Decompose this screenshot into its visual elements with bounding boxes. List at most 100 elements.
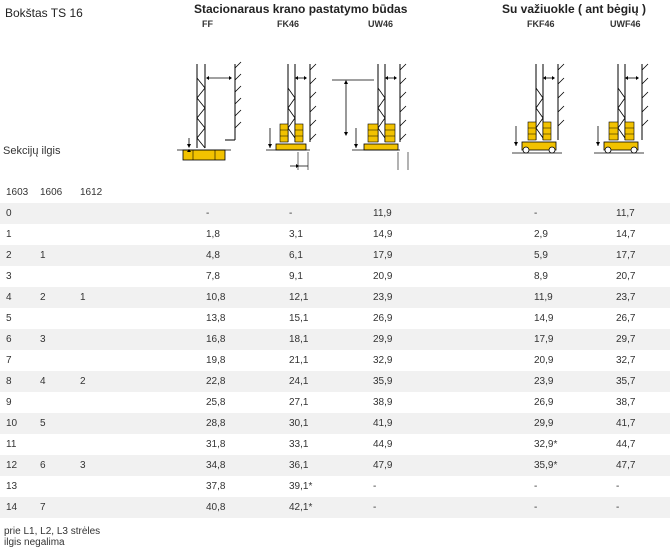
cell-1606: 7 <box>40 502 46 513</box>
cell-1612: 1 <box>80 292 86 303</box>
diagram-fkf46 <box>512 63 565 154</box>
cell-fk46: 36,1 <box>289 460 309 471</box>
cell-fkf46: - <box>534 481 538 492</box>
cell-ff: 4,8 <box>206 250 220 261</box>
cell-uwf46: - <box>616 502 620 513</box>
cell-fkf46: 11,9 <box>534 292 553 303</box>
cell-fkf46: 14,9 <box>534 313 554 324</box>
cell-fk46: 27,1 <box>289 397 309 408</box>
cell-1603: 7 <box>6 355 12 366</box>
cell-ff: 40,8 <box>206 502 226 513</box>
cell-uw46: 26,9 <box>373 313 393 324</box>
cell-fkf46: 8,9 <box>534 271 548 282</box>
diagram-uw46 <box>332 63 409 170</box>
page-title: Bokštas TS 16 <box>5 6 83 20</box>
cell-uwf46: 11,7 <box>616 208 635 219</box>
cell-ff: - <box>206 208 210 219</box>
cell-uwf46: - <box>616 481 620 492</box>
cell-1603: 10 <box>6 418 18 429</box>
cell-ff: 34,8 <box>206 460 226 471</box>
cell-ff: 7,8 <box>206 271 220 282</box>
cell-1603: 9 <box>6 397 12 408</box>
table-row: 7 19,8 21,1 32,9 20,9 32,7 <box>0 350 670 371</box>
diagram-fk46 <box>266 63 317 170</box>
section-label: Sekcijų ilgis <box>3 145 61 157</box>
cell-fk46: 12,1 <box>289 292 309 303</box>
cell-fk46: - <box>289 208 293 219</box>
table-row: 3 7,8 9,1 20,9 8,9 20,7 <box>0 266 670 287</box>
cell-1603: 5 <box>6 313 12 324</box>
table-row: 2 1 4,8 6,1 17,9 5,9 17,7 <box>0 245 670 266</box>
diagram-uwf46 <box>594 63 649 154</box>
cell-fkf46: 17,9 <box>534 334 554 345</box>
cell-fk46: 18,1 <box>289 334 309 345</box>
cell-fk46: 42,1* <box>289 502 313 513</box>
cell-fk46: 3,1 <box>289 229 303 240</box>
cell-1606: 2 <box>40 292 46 303</box>
cell-ff: 22,8 <box>206 376 226 387</box>
cell-fkf46: 5,9 <box>534 250 548 261</box>
sub-header-uwf46: UWF46 <box>610 19 641 29</box>
cell-ff: 16,8 <box>206 334 226 345</box>
cell-ff: 1,8 <box>206 229 220 240</box>
cell-fk46: 6,1 <box>289 250 303 261</box>
cell-1612: 2 <box>80 376 86 387</box>
table-row: 12 6 3 34,8 36,1 47,9 35,9* 47,7 <box>0 455 670 476</box>
section-col-1612: 1612 <box>80 187 103 198</box>
cell-fk46: 24,1 <box>289 376 309 387</box>
table-row: 6 3 16,8 18,1 29,9 17,9 29,7 <box>0 329 670 350</box>
cell-uw46: 47,9 <box>373 460 393 471</box>
cell-1603: 11 <box>6 439 17 450</box>
cell-uwf46: 41,7 <box>616 418 636 429</box>
table-row: 8 4 2 22,8 24,1 35,9 23,9 35,7 <box>0 371 670 392</box>
cell-ff: 13,8 <box>206 313 226 324</box>
cell-1606: 3 <box>40 334 46 345</box>
cell-1606: 1 <box>40 250 46 261</box>
cell-fkf46: 32,9* <box>534 439 558 450</box>
cell-1603: 8 <box>6 376 12 387</box>
cell-uwf46: 32,7 <box>616 355 636 366</box>
table-row: 9 25,8 27,1 38,9 26,9 38,7 <box>0 392 670 413</box>
cell-fk46: 30,1 <box>289 418 309 429</box>
cell-ff: 37,8 <box>206 481 226 492</box>
sub-header-uw46: UW46 <box>368 19 394 29</box>
cell-1603: 12 <box>6 460 18 471</box>
cell-fk46: 21,1 <box>289 355 309 366</box>
cell-ff: 28,8 <box>206 418 226 429</box>
cell-1603: 2 <box>6 250 12 261</box>
cell-fkf46: 26,9 <box>534 397 554 408</box>
cell-1606: 6 <box>40 460 46 471</box>
section-col-1603: 1603 <box>6 187 29 198</box>
cell-1603: 6 <box>6 334 12 345</box>
cell-1603: 13 <box>6 481 18 492</box>
cell-ff: 10,8 <box>206 292 226 303</box>
cell-uwf46: 17,7 <box>616 250 636 261</box>
cell-fkf46: 2,9 <box>534 229 548 240</box>
cell-fkf46: 20,9 <box>534 355 554 366</box>
cell-ff: 25,8 <box>206 397 226 408</box>
cell-uw46: 17,9 <box>373 250 393 261</box>
cell-uw46: 14,9 <box>373 229 393 240</box>
header-stationary: Stacionaraus krano pastatymo būdas <box>194 2 408 16</box>
table-row: 11 31,8 33,1 44,9 32,9* 44,7 <box>0 434 670 455</box>
cell-uw46: 38,9 <box>373 397 393 408</box>
cell-ff: 19,8 <box>206 355 226 366</box>
cell-uw46: 23,9 <box>373 292 393 303</box>
cell-uwf46: 29,7 <box>616 334 636 345</box>
header-rail: Su važiuokle ( ant bėgių ) <box>502 2 647 16</box>
cell-uwf46: 14,7 <box>616 229 636 240</box>
cell-1603: 14 <box>6 502 18 513</box>
cell-uwf46: 44,7 <box>616 439 636 450</box>
cell-1603: 0 <box>6 208 12 219</box>
cell-fkf46: 29,9 <box>534 418 554 429</box>
cell-uw46: 41,9 <box>373 418 393 429</box>
sub-header-fk46: FK46 <box>277 19 300 29</box>
footnote-line2: ilgis negalima <box>4 537 65 548</box>
cell-uwf46: 20,7 <box>616 271 636 282</box>
cell-uwf46: 23,7 <box>616 292 636 303</box>
cell-uwf46: 35,7 <box>616 376 636 387</box>
cell-uwf46: 38,7 <box>616 397 636 408</box>
cell-uwf46: 26,7 <box>616 313 636 324</box>
section-col-1606: 1606 <box>40 187 63 198</box>
cell-1606: 4 <box>40 376 46 387</box>
